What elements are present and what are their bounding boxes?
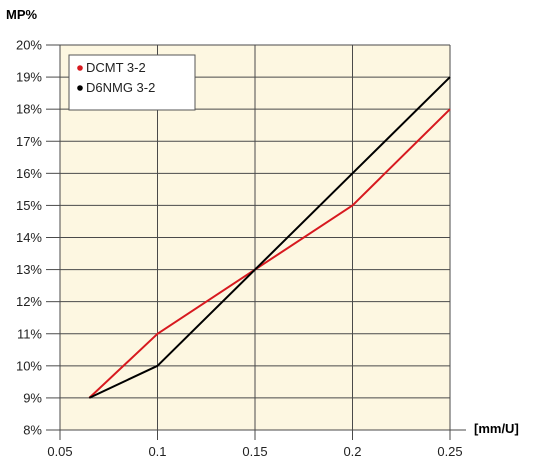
legend-marker — [77, 85, 83, 91]
y-tick-label: 12% — [16, 294, 42, 309]
y-tick-label: 8% — [23, 423, 42, 438]
series-lines — [88, 76, 451, 399]
y-tick-label: 13% — [16, 262, 42, 277]
legend-label: DCMT 3-2 — [86, 60, 146, 75]
legend: DCMT 3-2 D6NMG 3-2 — [68, 54, 196, 111]
y-tick-label: 17% — [16, 134, 42, 149]
legend-marker — [77, 65, 83, 71]
y-tick-label: 16% — [16, 166, 42, 181]
x-tick-label: 0.1 — [148, 444, 166, 459]
x-tick-label: 0.15 — [242, 444, 267, 459]
y-axis-ticks: 8% 9% 10% 11% 12% 13% 14% 15% 16% 17% 18% 19% 20% — [16, 38, 60, 438]
y-tick-label: 20% — [16, 38, 42, 53]
x-axis-title: [mm/U] — [474, 421, 519, 436]
series-line — [88, 76, 451, 399]
y-axis-title: MP% — [6, 7, 38, 22]
y-tick-label: 10% — [16, 358, 42, 373]
y-tick-label: 19% — [16, 70, 42, 85]
legend-label: D6NMG 3-2 — [86, 80, 155, 95]
y-tick-label: 18% — [16, 102, 42, 117]
y-tick-label: 9% — [23, 390, 42, 405]
legend-box — [68, 54, 196, 111]
x-tick-label: 0.2 — [343, 444, 361, 459]
x-tick-label: 0.25 — [437, 444, 462, 459]
x-tick-label: 0.05 — [47, 444, 72, 459]
y-tick-label: 14% — [16, 230, 42, 245]
x-axis-ticks: 0.05 0.1 0.15 0.2 0.25 — [47, 429, 466, 459]
y-tick-label: 11% — [17, 326, 42, 341]
y-tick-label: 15% — [16, 198, 42, 213]
